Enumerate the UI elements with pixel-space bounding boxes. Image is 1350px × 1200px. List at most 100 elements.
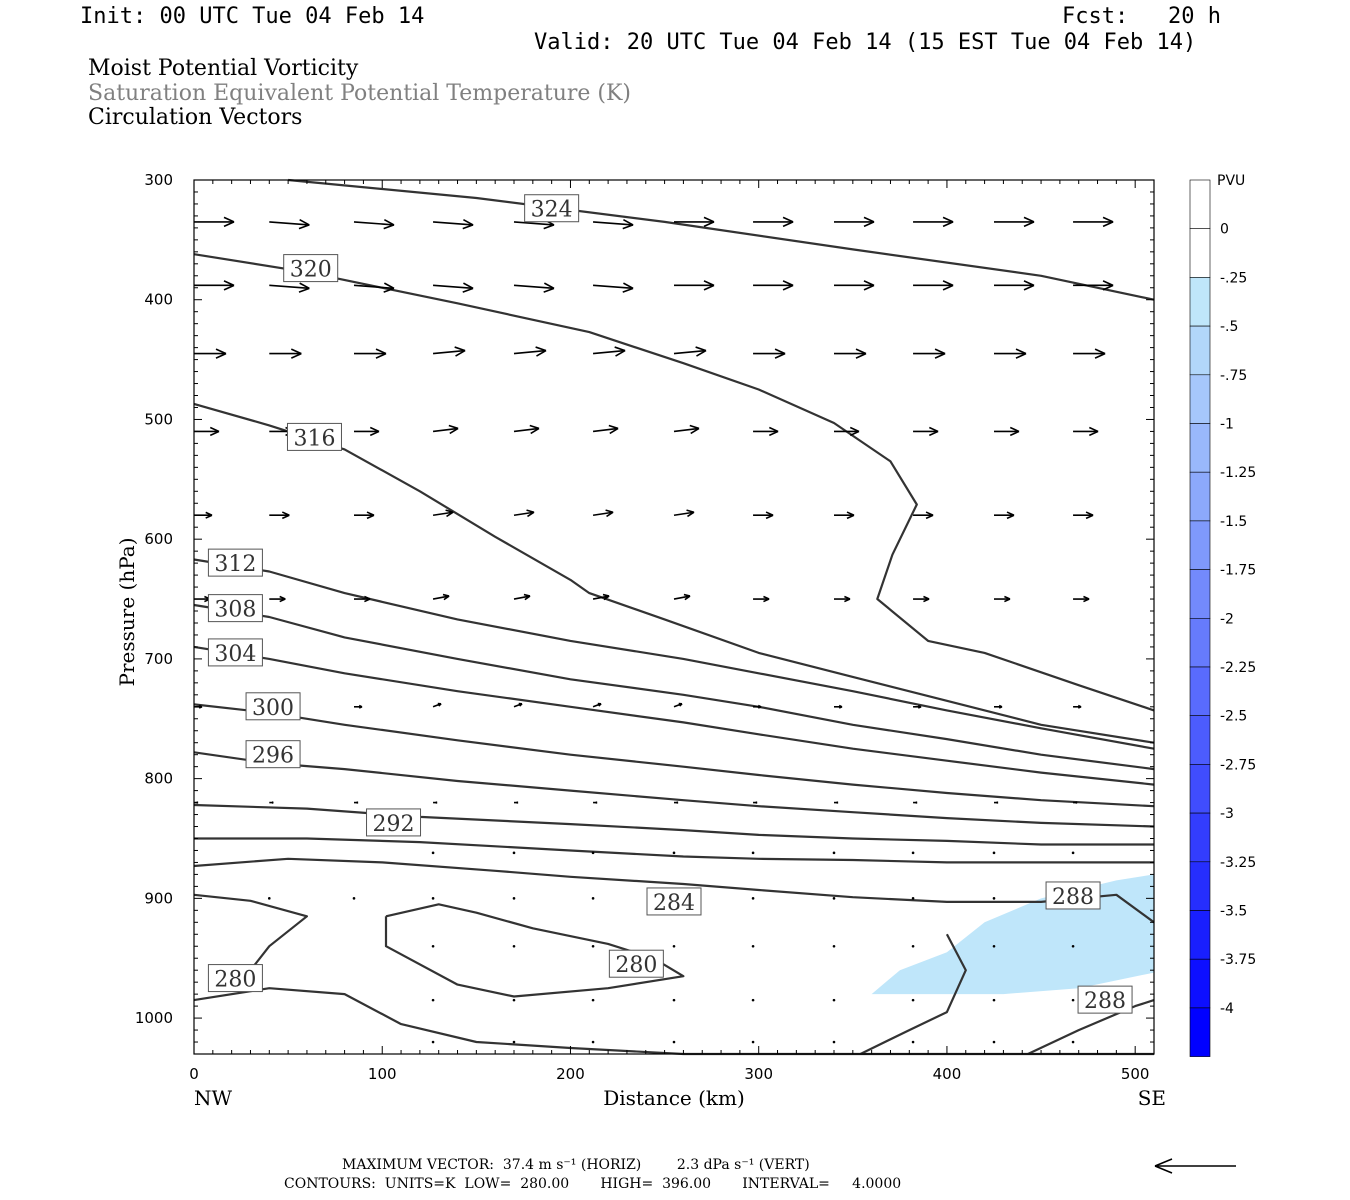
colorbar-label: -3.75 xyxy=(1220,952,1256,968)
vector-dot xyxy=(911,851,915,855)
wind-vector xyxy=(432,593,450,601)
wind-vector xyxy=(753,280,794,291)
vector-dot xyxy=(431,1040,435,1044)
wind-vector xyxy=(354,511,375,520)
vector-dot xyxy=(591,851,595,855)
contour-label: 312 xyxy=(207,548,263,577)
wind-vector xyxy=(994,280,1035,291)
vector-dot xyxy=(832,998,836,1002)
y-tick-label: 800 xyxy=(144,770,173,788)
wind-vector xyxy=(1073,280,1114,291)
colorbar-label: -2.5 xyxy=(1220,709,1247,725)
svg-text:296: 296 xyxy=(252,744,294,769)
colorbar: 0 -.25 -.5 -.75 -1 -1.25 -1.5 -1.75 -2 -2.25 -2.5 -… xyxy=(1189,179,1256,1057)
wind-vector xyxy=(194,280,235,291)
wind-vector xyxy=(1073,595,1090,603)
contour-label: 280 xyxy=(207,964,263,993)
colorbar-swatch xyxy=(1189,910,1211,960)
wind-vector xyxy=(592,346,626,357)
vector-dot xyxy=(591,944,595,948)
field-title-pv: Moist Potential Vorticity xyxy=(88,56,359,81)
y-tick-label: 1000 xyxy=(135,1009,173,1027)
vector-dot xyxy=(512,897,516,900)
colorbar-label: -1.25 xyxy=(1220,465,1256,481)
wind-vector xyxy=(673,424,700,435)
wind-vector xyxy=(592,424,619,435)
wind-vector xyxy=(194,216,235,228)
vector-dot xyxy=(512,944,516,948)
wind-vector xyxy=(513,509,535,518)
svg-text:288: 288 xyxy=(1052,885,1094,910)
wind-vector xyxy=(354,595,371,603)
contour-line xyxy=(193,558,1155,750)
vector-dot xyxy=(992,944,996,948)
wind-vector xyxy=(432,424,459,435)
wind-vector xyxy=(994,801,999,804)
vector-dot xyxy=(352,897,356,900)
vector-dot xyxy=(992,851,996,855)
contour-line xyxy=(193,803,1154,846)
vector-dot xyxy=(431,944,435,948)
vector-dot xyxy=(1071,851,1075,855)
svg-text:292: 292 xyxy=(373,812,415,837)
wind-vector xyxy=(674,801,679,804)
colorbar-label: -1 xyxy=(1220,417,1234,433)
plot-frame xyxy=(193,179,1155,1055)
wind-vector xyxy=(513,282,555,293)
x-axis-title: Distance (km) xyxy=(603,1086,745,1110)
wind-vector xyxy=(1073,348,1106,359)
wind-vector xyxy=(753,704,762,709)
colorbar-label: -.5 xyxy=(1220,319,1238,335)
vector-dot xyxy=(672,998,676,1002)
colorbar-swatch xyxy=(1189,861,1211,911)
vector-dot xyxy=(591,897,595,900)
wind-vector xyxy=(1073,801,1078,804)
wind-vector xyxy=(513,424,540,435)
contour-label: 300 xyxy=(245,692,301,721)
y-tick-label: 500 xyxy=(144,410,173,428)
wind-vector xyxy=(834,801,839,804)
colorbar-label: -1.5 xyxy=(1220,514,1247,530)
wind-vector xyxy=(834,426,860,437)
colorbar-swatch xyxy=(1189,1007,1211,1057)
wind-vector xyxy=(354,426,380,437)
wind-vector xyxy=(592,218,634,230)
wind-vector xyxy=(513,702,523,708)
vector-dot xyxy=(591,1040,595,1044)
svg-text:316: 316 xyxy=(293,426,335,451)
colorbar-swatch xyxy=(1189,228,1211,278)
wind-vector xyxy=(834,216,875,228)
colorbar-swatch xyxy=(1189,325,1211,376)
wind-vector xyxy=(432,218,474,230)
y-axis-title: Pressure (hPa) xyxy=(115,538,139,687)
wind-vector xyxy=(432,282,474,293)
colorbar-label: -.25 xyxy=(1220,270,1247,286)
x-tick-label: 500 xyxy=(1121,1065,1150,1083)
svg-text:284: 284 xyxy=(653,891,695,916)
wind-vector xyxy=(753,801,758,804)
wind-vector xyxy=(1073,704,1082,709)
wind-vector xyxy=(269,348,302,359)
x-tick-label: 0 xyxy=(189,1065,199,1083)
svg-text:324: 324 xyxy=(531,198,573,223)
wind-vector xyxy=(1073,426,1099,437)
wind-vector xyxy=(834,348,867,359)
vector-dot xyxy=(911,1040,915,1044)
axis-layer: 300 400 500 600 700 800 900 1000 0 100 200 300 400 50… xyxy=(135,171,1155,1083)
wind-vector xyxy=(432,702,442,708)
contour-line xyxy=(193,893,308,971)
colorbar-label: -.75 xyxy=(1220,368,1247,384)
contour-line xyxy=(193,987,1154,1056)
field-title-theta: Saturation Equivalent Potential Temperat… xyxy=(88,81,631,106)
vector-dot xyxy=(672,1040,676,1044)
wind-vector xyxy=(994,216,1035,228)
contour-line xyxy=(193,751,1155,828)
svg-text:320: 320 xyxy=(290,258,332,283)
wind-vector xyxy=(673,509,695,518)
wind-vector xyxy=(913,216,954,228)
vector-dot xyxy=(512,998,516,1002)
colorbar-swatch xyxy=(1189,520,1211,570)
contour-label: 324 xyxy=(524,194,580,223)
vector-dot xyxy=(431,897,435,900)
